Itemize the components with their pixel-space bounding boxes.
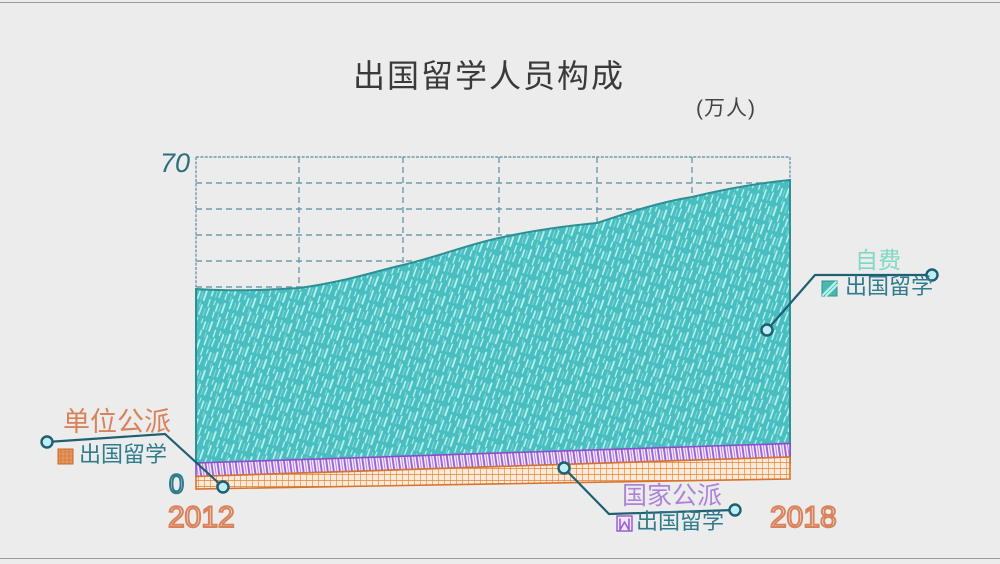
svg-text:单位公派: 单位公派 — [63, 407, 171, 437]
svg-text:出国留学: 出国留学 — [636, 509, 724, 534]
svg-text:2012: 2012 — [168, 501, 235, 534]
svg-text:国家公派: 国家公派 — [622, 482, 722, 510]
svg-text:2018: 2018 — [770, 501, 837, 534]
svg-text:0: 0 — [169, 469, 184, 499]
svg-text:70: 70 — [160, 148, 190, 178]
svg-text:自费: 自费 — [855, 247, 901, 273]
svg-text:出国留学: 出国留学 — [79, 442, 167, 467]
svg-text:出国留学: 出国留学 — [845, 274, 933, 299]
